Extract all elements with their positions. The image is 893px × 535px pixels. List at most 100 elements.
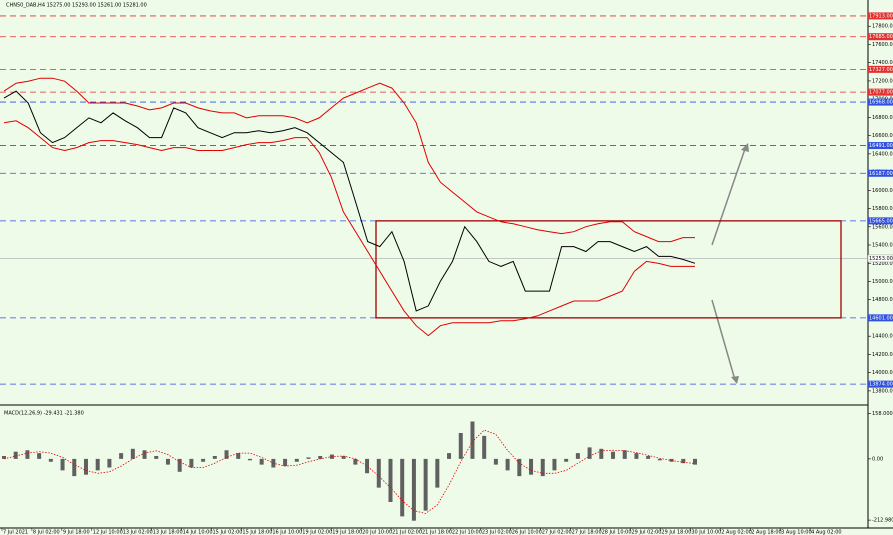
x-tick-label: 7 Jul 2021 [3, 530, 28, 535]
y-tick-label: 15600.00 [872, 224, 893, 230]
macd-bar [681, 458, 686, 464]
level-label-box [868, 169, 893, 177]
y-tick-label: 17400.00 [872, 60, 893, 66]
macd-bar [493, 458, 498, 465]
level-label: 17327.00 [869, 67, 893, 73]
y-tick-label: 15200.00 [872, 261, 893, 267]
trend-arrow [711, 145, 747, 246]
x-tick-label: 4 Aug 02:00 [811, 530, 842, 535]
macd-bar [657, 458, 662, 461]
macd-bar [587, 447, 592, 459]
y-tick-label: 16800.00 [872, 115, 893, 121]
macd-bar [517, 458, 522, 477]
macd-bar [224, 450, 229, 459]
level-label-box [868, 380, 893, 388]
macd-bar [283, 458, 288, 467]
macd-bar [365, 458, 370, 474]
macd-bar [552, 458, 557, 471]
level-label: 13874.00 [869, 382, 893, 388]
level-label-box [868, 98, 893, 106]
x-tick-label: 2 Aug 02:00 [721, 530, 752, 535]
level-label: 17913.00 [869, 13, 893, 19]
x-tick-label: 13 Jul 02:00 [123, 530, 153, 535]
macd-bar [72, 458, 77, 477]
level-label: 17685.00 [869, 34, 893, 40]
macd-bar [165, 458, 170, 465]
macd-bar [388, 458, 393, 502]
level-label-box [868, 88, 893, 96]
indicator-tick-label: 0.00 [872, 456, 883, 462]
level-label: 15665.00 [869, 218, 893, 224]
zone-box [375, 220, 842, 319]
y-tick-label: 15800.00 [872, 206, 893, 212]
price-line [3, 90, 696, 312]
arrow-head [731, 376, 739, 384]
y-tick-label: 17800.00 [872, 24, 893, 30]
level-label-box [868, 142, 893, 150]
level-label-box [868, 314, 893, 322]
macd-bar [318, 456, 323, 459]
macd-bar [48, 458, 53, 462]
level-label: 14601.00 [869, 315, 893, 321]
x-tick-label: 13 Jul 18:00 [153, 530, 183, 535]
x-tick-label: 27 Jul 02:00 [542, 530, 572, 535]
macd-bar [447, 453, 452, 459]
macd-bar [142, 450, 147, 459]
macd-bar [189, 458, 194, 468]
macd-bar [529, 458, 534, 475]
macd-bar [540, 458, 545, 477]
x-tick-label: 9 Jul 18:00 [63, 530, 90, 535]
x-tick-label: 19 Jul 18:00 [332, 530, 362, 535]
current-price-box [867, 254, 893, 263]
macd-bar [201, 458, 206, 462]
signal-line [3, 429, 696, 514]
macd-bar [575, 453, 580, 459]
macd-bar [60, 458, 65, 471]
macd-bar [119, 453, 124, 459]
x-tick-label: 2 Aug 18:00 [751, 530, 782, 535]
macd-bar [376, 458, 381, 488]
y-tick-label: 15000.00 [872, 279, 893, 285]
macd-bar [83, 458, 88, 475]
band-line [3, 77, 695, 243]
indicator-tick-label: -212.980 [872, 518, 893, 524]
macd-bar [95, 458, 100, 471]
level-label-box [868, 12, 893, 20]
macd-bar [154, 456, 159, 459]
macd-bar [411, 458, 416, 521]
macd-bar [341, 456, 346, 459]
indicator-title: MACD(12,26,9) -29.431 -21.380 [4, 411, 84, 417]
x-tick-label: 3 Aug 10:00 [781, 530, 812, 535]
band-line [3, 120, 695, 337]
x-tick-label: 15 Jul 02:00 [213, 530, 243, 535]
macd-bar [130, 448, 135, 459]
y-tick-label: 17600.00 [872, 42, 893, 48]
macd-bar [458, 433, 463, 459]
x-tick-label: 27 Jul 18:00 [572, 530, 602, 535]
x-tick-label: 20 Jul 10:00 [362, 530, 392, 535]
level-label-box [868, 65, 893, 73]
macd-bar [37, 453, 42, 459]
macd-bar [423, 458, 428, 511]
macd-bar [599, 448, 604, 459]
x-tick-label: 8 Jul 02:00 [33, 530, 60, 535]
macd-bar [611, 451, 616, 459]
macd-bar [353, 458, 358, 465]
macd-bar [13, 451, 18, 459]
y-tick-label: 14800.00 [872, 297, 893, 303]
x-tick-label: 14 Jul 10:00 [183, 530, 213, 535]
macd-bar [435, 458, 440, 488]
x-tick-label: 23 Jul 02:00 [482, 530, 512, 535]
macd-bar [400, 458, 405, 517]
chart-title: CHN50_DAB,H4 15275.00 15293.00 15261.00 … [6, 3, 147, 9]
level-label-box [868, 33, 893, 41]
macd-bar [482, 435, 487, 459]
macd-bar [259, 458, 264, 465]
arrow-head [741, 143, 749, 152]
macd-bar [693, 458, 697, 465]
y-tick-label: 14000.00 [872, 370, 893, 376]
x-tick-label: 29 Jul 02:00 [632, 530, 662, 535]
level-label: 16968.00 [869, 100, 893, 106]
